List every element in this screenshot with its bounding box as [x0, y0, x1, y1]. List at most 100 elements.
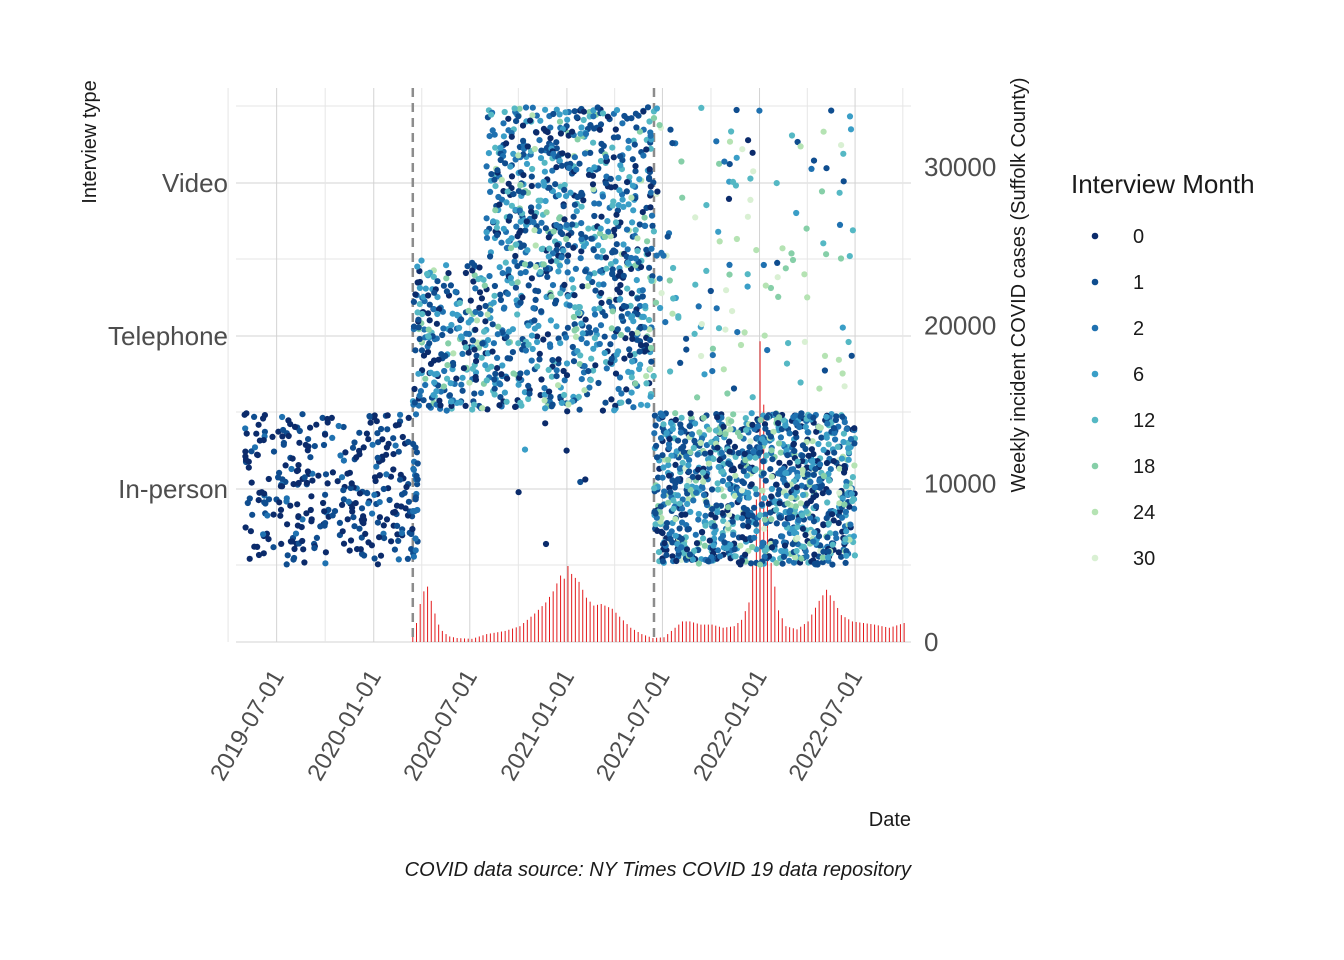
interview-point	[541, 159, 548, 166]
interview-point	[590, 345, 597, 352]
interview-point	[787, 507, 794, 514]
interview-point	[505, 266, 512, 273]
interview-point	[399, 491, 406, 498]
interview-point	[511, 403, 519, 410]
interview-point	[762, 282, 769, 289]
interview-point	[549, 167, 556, 174]
interview-point	[549, 282, 557, 289]
interview-point	[802, 531, 809, 539]
interview-point	[597, 225, 604, 232]
interview-point	[687, 410, 694, 417]
interview-point	[260, 531, 267, 538]
interview-point	[458, 316, 465, 323]
interview-point	[623, 226, 631, 233]
interview-point	[669, 310, 676, 317]
interview-point	[740, 479, 748, 487]
interview-point	[436, 306, 443, 313]
interview-point	[658, 249, 665, 256]
interview-point	[553, 106, 560, 113]
interview-point	[843, 528, 850, 535]
interview-point	[494, 232, 501, 239]
interview-point	[553, 257, 560, 264]
interview-point	[698, 483, 706, 490]
interview-point	[823, 434, 830, 441]
interview-point	[723, 287, 730, 294]
interview-point	[706, 426, 713, 433]
interview-point	[823, 515, 830, 522]
interview-point	[567, 189, 574, 196]
interview-point	[471, 390, 478, 397]
interview-point	[747, 560, 755, 567]
interview-point	[416, 335, 423, 343]
interview-point	[637, 401, 645, 408]
interview-point	[630, 207, 637, 214]
interview-point	[577, 352, 584, 359]
interview-point	[694, 451, 701, 458]
interview-point	[617, 162, 624, 169]
interview-point	[412, 547, 419, 554]
y-axis-left-ticks: In-person Telephone Video	[108, 168, 228, 504]
interview-point	[313, 421, 320, 428]
interview-point	[670, 497, 677, 504]
interview-point	[291, 423, 299, 430]
interview-point	[544, 331, 552, 338]
interview-point	[833, 535, 840, 542]
interview-point	[422, 381, 429, 389]
interview-point	[701, 542, 708, 549]
x-axis-ticks: 2019-07-01 2020-01-01 2020-07-01 2021-01-01…	[205, 666, 868, 786]
interview-point	[431, 379, 438, 386]
interview-point	[577, 255, 584, 262]
interview-point	[284, 552, 291, 559]
interview-point	[566, 302, 573, 309]
interview-point	[811, 484, 818, 491]
interview-point	[818, 434, 825, 441]
interview-point	[426, 301, 433, 308]
interview-point	[438, 351, 445, 358]
interview-point	[666, 472, 673, 479]
interview-point	[487, 253, 494, 260]
interview-point	[511, 258, 518, 265]
interview-point	[527, 261, 534, 268]
interview-point	[412, 347, 419, 354]
interview-point	[497, 291, 504, 298]
interview-point	[768, 493, 775, 500]
interview-point	[836, 500, 843, 507]
interview-point	[541, 385, 548, 392]
interview-point	[633, 124, 640, 131]
interview-point	[440, 325, 447, 332]
interview-point	[663, 429, 670, 436]
interview-point	[659, 529, 666, 537]
interview-point	[603, 365, 610, 372]
interview-point	[590, 247, 597, 254]
interview-point	[545, 366, 552, 373]
interview-point	[443, 407, 450, 414]
interview-point	[472, 285, 479, 292]
interview-point	[677, 421, 684, 428]
interview-point	[579, 330, 586, 337]
interview-point	[574, 309, 582, 317]
interview-point	[715, 325, 723, 332]
interview-point	[324, 480, 331, 487]
interview-point	[629, 358, 636, 365]
interview-point	[684, 482, 691, 490]
interview-point	[666, 531, 673, 538]
interview-point	[308, 493, 315, 500]
interview-point	[295, 462, 302, 469]
interview-point	[282, 462, 289, 469]
interview-point	[760, 458, 767, 465]
interview-point	[576, 160, 583, 167]
interview-point	[561, 391, 568, 399]
interview-point	[505, 180, 512, 187]
interview-point	[847, 521, 854, 528]
interview-point	[783, 482, 791, 489]
interview-point	[620, 272, 627, 279]
interview-point	[476, 289, 484, 296]
interview-point	[752, 520, 760, 527]
interview-point	[647, 344, 655, 352]
interview-point	[242, 456, 250, 463]
interview-point	[623, 303, 630, 310]
interview-point	[776, 514, 783, 521]
y2-tick-label: 0	[924, 627, 938, 657]
interview-point	[299, 537, 306, 545]
interview-point	[545, 234, 552, 241]
